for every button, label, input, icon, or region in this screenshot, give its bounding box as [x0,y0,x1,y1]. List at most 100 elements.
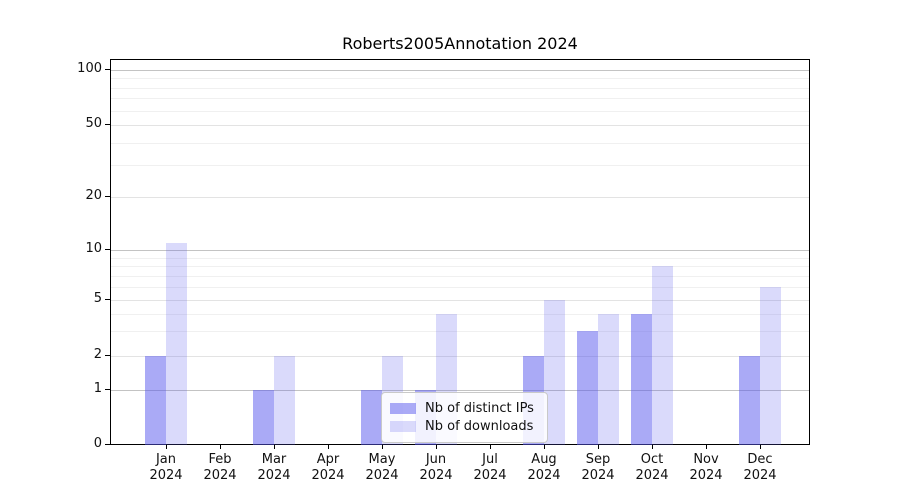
x-tick-mark-nov [706,445,708,449]
chart-title: Roberts2005Annotation 2024 [342,34,578,53]
gridline-60 [111,110,809,112]
x-tick-mark-aug [544,445,546,449]
x-tick-year: 2024 [635,468,669,483]
gridline-8 [111,266,809,268]
x-tick-label-dec: Dec 2024 [728,452,792,484]
y-tick-label-10: 10 [85,241,102,256]
legend-swatch-distinct-ips [390,403,416,414]
x-tick-label-may: May 2024 [350,452,414,484]
bar-distinct-ips-jan [145,356,166,445]
x-tick-mark-apr [328,445,330,449]
x-tick-month: Dec [747,452,773,467]
gridline-3 [111,331,809,333]
legend-item-distinct-ips: Nb of distinct IPs [390,400,539,417]
gridline-4 [111,313,809,315]
y-tick-label-20: 20 [85,188,102,203]
bar-downloads-dec [760,286,781,445]
x-tick-mark-feb [220,445,222,449]
x-tick-label-nov: Nov 2024 [674,452,738,484]
x-tick-label-jun: Jun 2024 [404,452,468,484]
x-tick-mark-sep [598,445,600,449]
x-tick-year: 2024 [689,468,723,483]
x-tick-month: Jul [482,452,498,467]
bar-downloads-oct [652,266,673,445]
x-tick-mark-oct [652,445,654,449]
legend-label-downloads: Nb of downloads [425,419,534,434]
bar-distinct-ips-dec [739,356,760,445]
x-tick-mark-may [382,445,384,449]
gridline-40 [111,142,809,144]
x-tick-month: Aug [531,452,557,467]
x-tick-label-apr: Apr 2024 [296,452,360,484]
bar-downloads-aug [544,300,565,445]
y-tick-mark-50 [105,124,110,126]
x-tick-mark-jan [166,445,168,449]
gridline-20 [111,197,809,198]
x-tick-month: Apr [316,452,340,467]
bar-distinct-ips-may [361,390,382,445]
x-tick-mark-dec [760,445,762,449]
x-tick-year: 2024 [581,468,615,483]
y-tick-label-1: 1 [93,381,102,396]
x-tick-label-aug: Aug 2024 [512,452,576,484]
gridline-80 [111,87,809,89]
gridline-7 [111,275,809,277]
y-tick-label-100: 100 [77,61,102,76]
x-tick-month: Nov [693,452,719,467]
x-tick-label-mar: Mar 2024 [242,452,306,484]
x-tick-year: 2024 [365,468,399,483]
gridline-10 [111,250,809,251]
x-tick-year: 2024 [419,468,453,483]
y-tick-mark-5 [105,299,110,301]
x-tick-month: Sep [585,452,611,467]
y-tick-mark-1 [105,389,110,391]
bar-downloads-mar [274,356,295,445]
x-tick-year: 2024 [149,468,183,483]
x-tick-month: Feb [208,452,232,467]
y-tick-mark-2 [105,355,110,357]
y-tick-mark-10 [105,249,110,251]
x-tick-month: Oct [640,452,664,467]
x-tick-year: 2024 [203,468,237,483]
x-tick-label-sep: Sep 2024 [566,452,630,484]
x-tick-year: 2024 [527,468,561,483]
bar-distinct-ips-mar [253,390,274,445]
x-tick-label-jul: Jul 2024 [458,452,522,484]
x-tick-year: 2024 [257,468,291,483]
x-tick-label-jan: Jan 2024 [134,452,198,484]
x-tick-label-feb: Feb 2024 [188,452,252,484]
y-tick-label-5: 5 [93,291,102,306]
y-tick-mark-100 [105,69,110,71]
x-tick-month: Mar [261,452,287,467]
bar-distinct-ips-sep [577,331,598,445]
bar-distinct-ips-oct [631,313,652,445]
legend-item-downloads: Nb of downloads [390,418,539,435]
x-tick-year: 2024 [743,468,777,483]
gridline-50 [111,125,809,126]
gridline-9 [111,257,809,259]
y-tick-label-2: 2 [93,347,102,362]
legend-swatch-downloads [390,421,416,432]
y-tick-label-50: 50 [85,116,102,131]
legend-label-distinct-ips: Nb of distinct IPs [425,401,534,416]
gridline-6 [111,286,809,288]
x-tick-label-oct: Oct 2024 [620,452,684,484]
bar-downloads-sep [598,313,619,445]
gridline-1 [111,390,809,391]
x-tick-year: 2024 [473,468,507,483]
y-tick-label-0: 0 [93,436,102,451]
x-tick-month: Jan [155,452,177,467]
gridline-2 [111,356,809,357]
gridline-30 [111,165,809,167]
x-tick-month: Jun [425,452,447,467]
plot-area: Nb of distinct IPs Nb of downloads [110,59,810,445]
gridline-5 [111,300,809,301]
y-tick-mark-20 [105,196,110,198]
x-tick-year: 2024 [311,468,345,483]
x-tick-mark-jun [436,445,438,449]
y-tick-mark-0 [105,444,110,446]
gridline-70 [111,98,809,100]
bar-downloads-jan [166,242,187,445]
gridline-100 [111,70,809,71]
